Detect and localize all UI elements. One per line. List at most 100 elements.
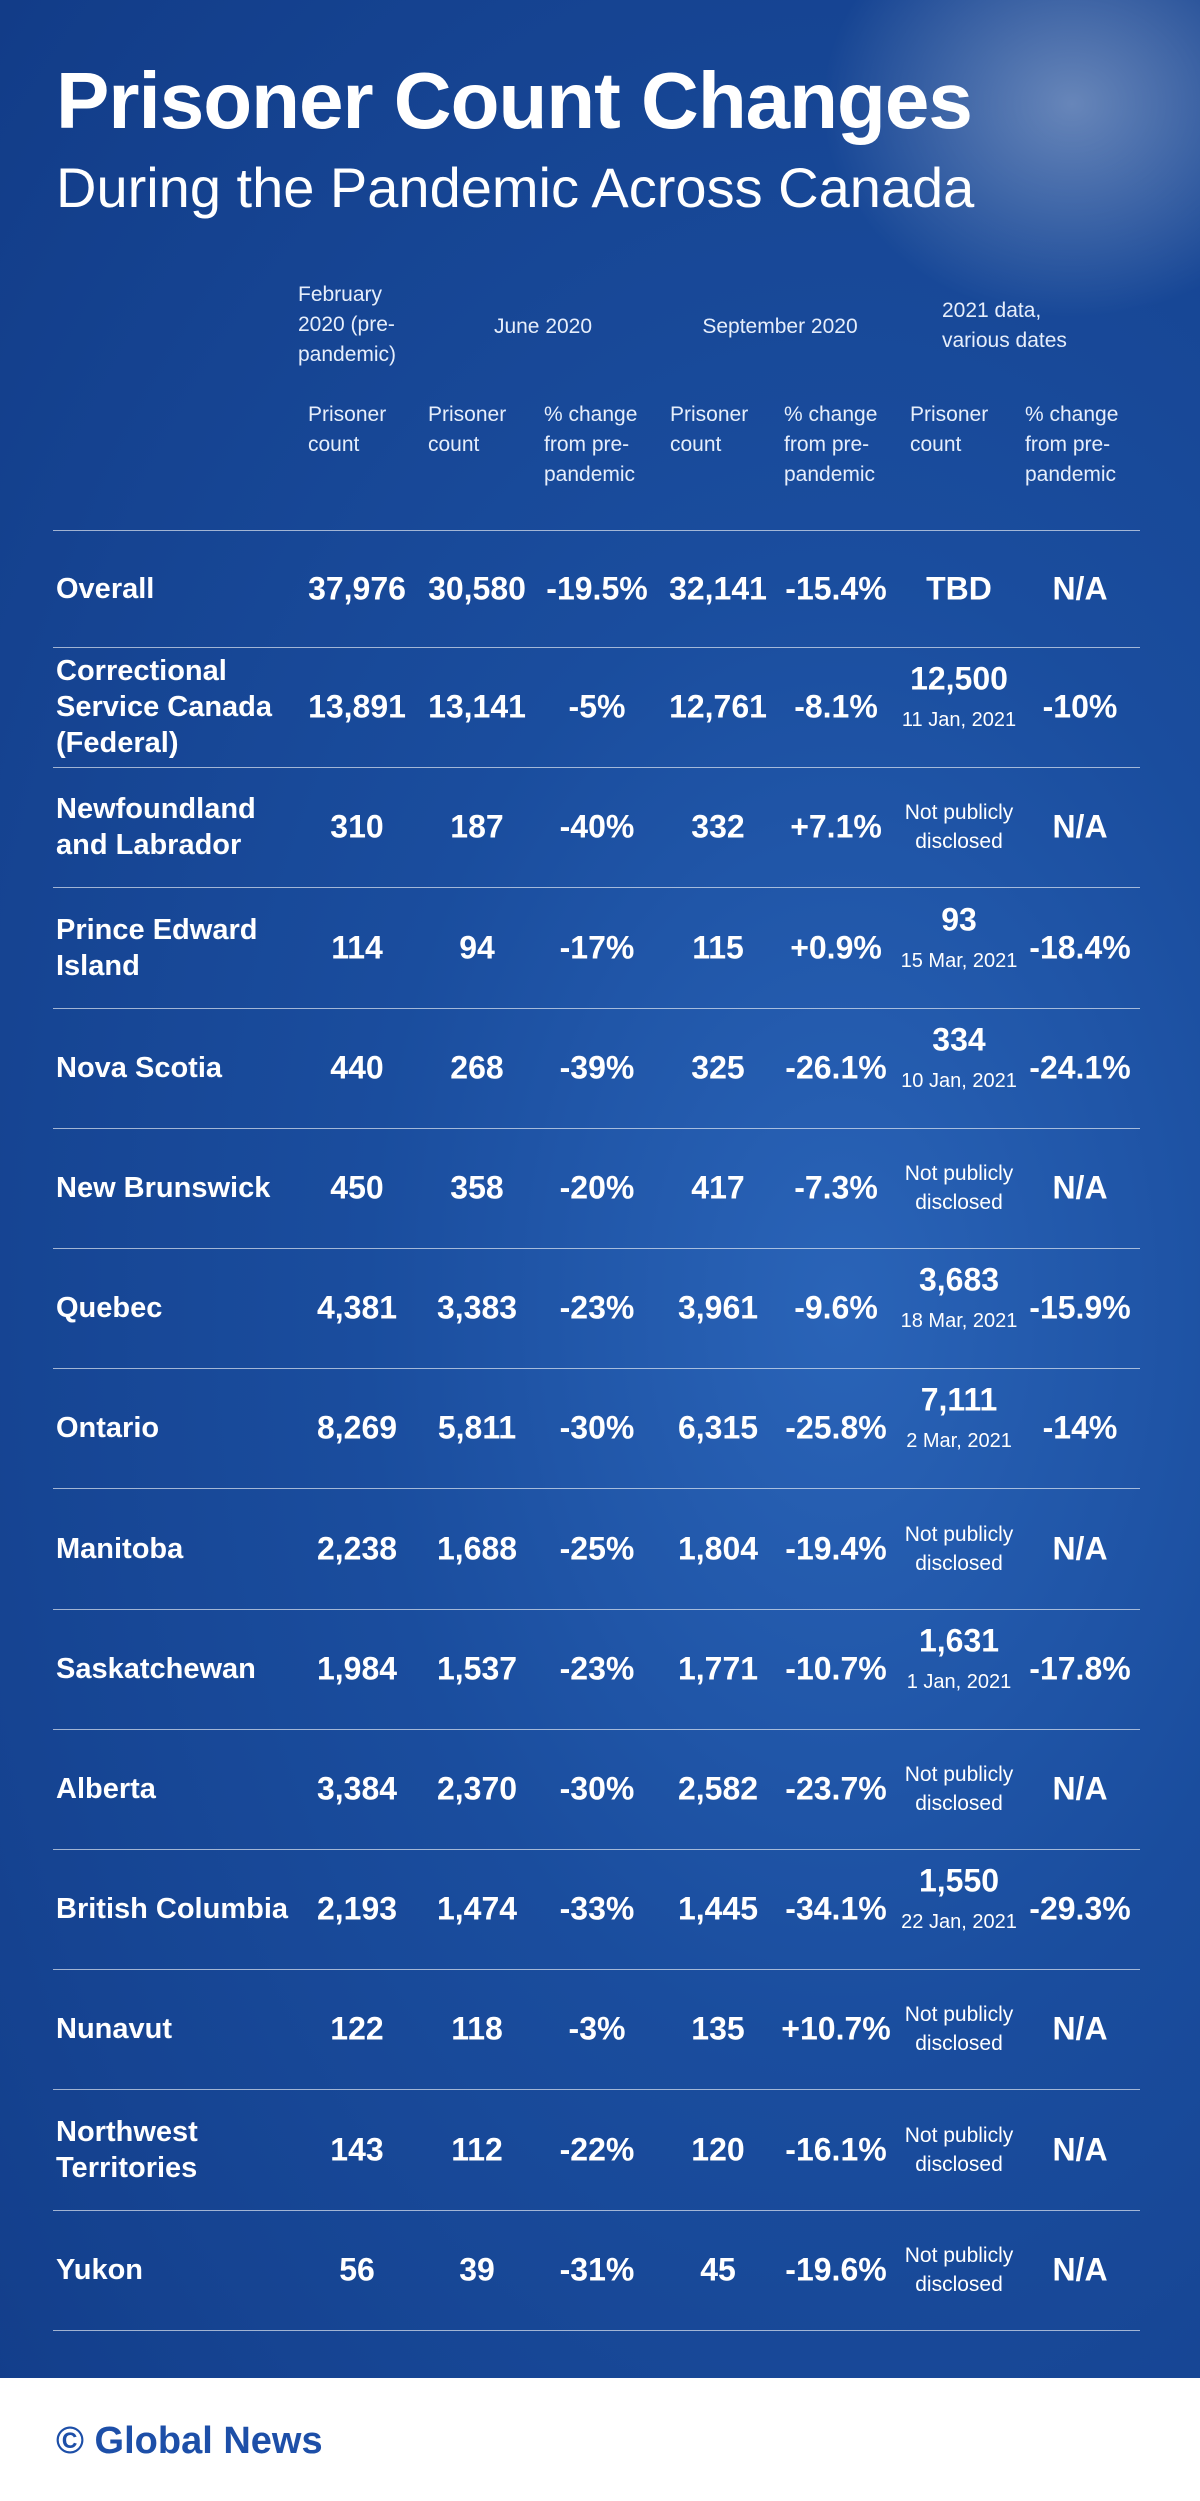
column-header: Prisoner count (670, 403, 749, 456)
infographic-panel: Prisoner Count Changes During the Pandem… (0, 0, 1200, 2378)
footer-credit: © Global News (56, 2420, 323, 2462)
cell-value: 112 (451, 2131, 503, 2167)
cell-value: N/A (1052, 2251, 1108, 2288)
row-rule (53, 767, 1140, 769)
cell-note: Not publicly disclosed (904, 1762, 1014, 1815)
cell-value: 6,315 (677, 1409, 759, 1446)
cell-value: N/A (1052, 2131, 1108, 2167)
cell-note: Not publicly disclosed (904, 1161, 1014, 1214)
cell-value: -40% (559, 808, 635, 845)
cell-value: -23% (559, 1289, 635, 1326)
cell-value: -15.4% (785, 570, 887, 606)
cell-value: 5,811 (437, 1409, 517, 1446)
cell-value: N/A (1052, 2010, 1108, 2047)
cell-value: 1,984 (316, 1650, 398, 1687)
cell-value: 1,771 (677, 1650, 759, 1687)
cell-value: -22% (559, 2131, 635, 2167)
cell-value: -9.6% (794, 1289, 878, 1326)
column-header: Prisoner count (428, 403, 507, 456)
cell-value: 450 (330, 1169, 384, 1206)
cell-value: 94 (459, 929, 495, 965)
cell-value: 334 (932, 1021, 986, 1058)
cell-value: -17% (559, 929, 635, 965)
cell-value: 12,761 (669, 688, 767, 725)
cell-value: -10% (1042, 688, 1118, 725)
row-label: British Columbia (56, 1893, 289, 1926)
column-group-header: September 2020 (702, 315, 858, 338)
row-rule (53, 1849, 1140, 1850)
cell-value: -3% (568, 2010, 626, 2047)
column-group-header: June 2020 (493, 315, 593, 338)
row-label: Nunavut (56, 2013, 172, 2046)
cell-value: 2,582 (677, 1770, 759, 1807)
cell-value: 7,111 (920, 1381, 998, 1418)
cell-value: -17.8% (1029, 1650, 1131, 1687)
column-group-header: 2021 data, various dates (942, 299, 1067, 352)
cell-value: 310 (330, 808, 384, 845)
cell-value: 332 (691, 808, 745, 845)
cell-value: 1,474 (436, 1890, 518, 1927)
cell-value: +0.9% (790, 929, 882, 965)
row-rule (53, 2209, 1140, 2211)
row-rule (53, 887, 1140, 889)
cell-value: -23% (559, 1650, 635, 1687)
cell-value: -15.9% (1029, 1289, 1131, 1326)
cell-value: -18.4% (1029, 929, 1131, 965)
row-rule (53, 1969, 1140, 1971)
cell-value: -25.8% (785, 1409, 887, 1446)
row-rule (53, 1368, 1140, 1370)
row-rule (53, 2089, 1140, 2091)
cell-value: 3,961 (677, 1289, 759, 1326)
cell-value: -5% (568, 688, 626, 725)
cell-value: 37,976 (308, 570, 406, 606)
row-rule (53, 1127, 1140, 1129)
cell-value: 1,688 (436, 1530, 518, 1566)
column-group-header: February 2020 (pre-pandemic) (298, 283, 397, 366)
cell-date: 11 Jan, 2021 (901, 709, 1017, 732)
cell-value: 120 (691, 2131, 745, 2167)
header-rule (53, 530, 1140, 531)
cell-value: 122 (330, 2010, 384, 2047)
cell-value: TBD (926, 570, 992, 606)
cell-value: 39 (459, 2251, 495, 2288)
row-rule (53, 1248, 1140, 1249)
row-label: Northwest Territories (56, 2115, 198, 2184)
cell-value: -19.6% (785, 2251, 887, 2288)
cell-note: Not publicly disclosed (904, 2243, 1014, 2296)
row-rule (53, 1488, 1140, 1490)
cell-value: 2,238 (316, 1530, 398, 1566)
row-label: Nova Scotia (56, 1051, 222, 1084)
cell-note: Not publicly disclosed (904, 2003, 1014, 2056)
cell-value: 45 (700, 2251, 736, 2288)
cell-value: 2,370 (436, 1770, 518, 1807)
cell-date: 1 Jan, 2021 (906, 1670, 1012, 1693)
cell-value: 1,804 (677, 1530, 759, 1566)
cell-value: 1,631 (918, 1622, 1000, 1659)
cell-value: 12,500 (910, 660, 1008, 697)
row-label: Quebec (56, 1292, 163, 1325)
cell-value: -23.7% (785, 1770, 887, 1807)
cell-value: -25% (559, 1530, 635, 1566)
cell-value: 440 (330, 1049, 384, 1086)
cell-value: N/A (1052, 1169, 1108, 1206)
row-label: Prince Edward Island (56, 913, 258, 982)
cell-value: 2,193 (316, 1890, 398, 1927)
cell-value: -19.5% (546, 570, 648, 606)
cell-value: N/A (1052, 1530, 1108, 1566)
cell-value: -24.1% (1029, 1049, 1131, 1086)
cell-value: 135 (691, 2010, 745, 2047)
cell-note: Not publicly disclosed (904, 1522, 1014, 1575)
cell-value: -14% (1042, 1409, 1118, 1446)
row-label: Overall (56, 572, 155, 605)
cell-value: -20% (559, 1169, 635, 1206)
cell-value: 1,445 (677, 1890, 759, 1927)
row-label: Ontario (56, 1412, 160, 1445)
row-label: Yukon (56, 2253, 144, 2286)
cell-value: -26.1% (785, 1049, 887, 1086)
column-header: Prisoner count (308, 403, 387, 456)
cell-value: 1,537 (436, 1650, 518, 1687)
cell-value: 1,550 (918, 1862, 1000, 1899)
subtitle: During the Pandemic Across Canada (56, 156, 975, 219)
cell-value: 114 (331, 929, 383, 965)
